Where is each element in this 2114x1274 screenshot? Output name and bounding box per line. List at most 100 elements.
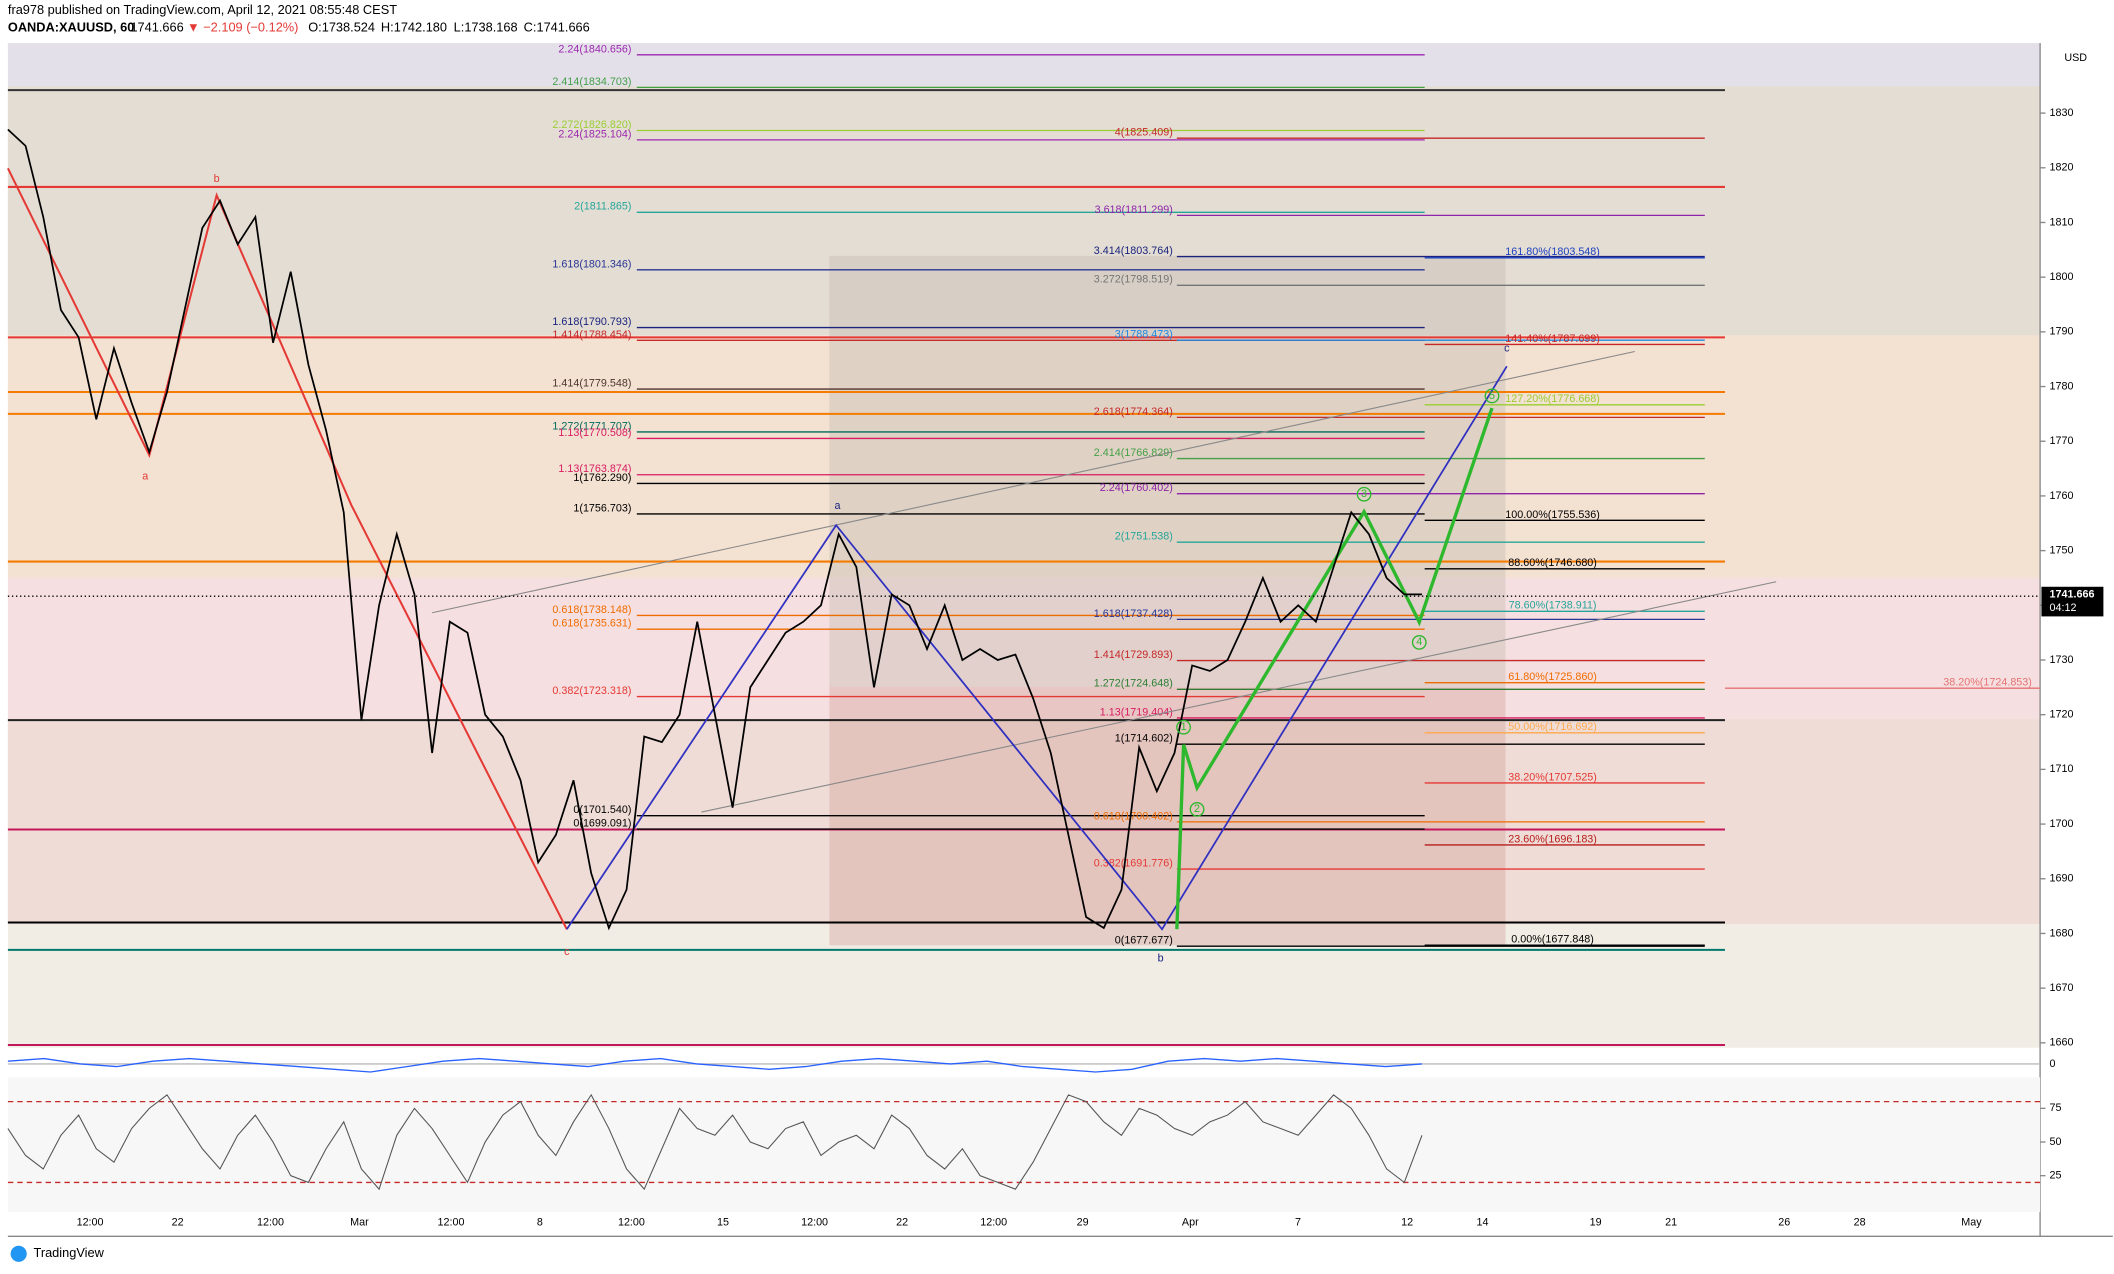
wave-label: a [142,471,148,483]
x-tick-label: 7 [1295,1217,1301,1229]
y-tick-label: 1720 [2050,709,2074,721]
fib-label: 3.618(1811.299) [1095,204,1173,216]
fib-label: 88.60%(1746.680) [1508,557,1597,569]
publisher: fra978 published on TradingView.com, Apr… [8,2,397,17]
rsi-tick-label: 25 [2050,1170,2062,1182]
footer: TradingView [33,1245,104,1260]
macd-line [7,1057,1423,1073]
x-tick-label: 12:00 [980,1217,1007,1229]
fib-label: 3.272(1798.519) [1094,274,1173,286]
fib-label: 2(1811.865) [574,201,631,213]
wave-label: 1 [1181,721,1187,733]
x-tick-label: Apr [1182,1217,1199,1229]
fib-label: 127.20%(1776.668) [1505,393,1600,405]
band [7,577,2041,720]
y-tick-label: 1810 [2050,216,2074,228]
currency: USD [2064,52,2087,64]
fib-label: 1.414(1788.454) [552,329,631,341]
fib-label: 161.80%(1803.548) [1505,246,1600,258]
x-tick-label: 15 [717,1217,729,1229]
rsi-pane [7,1077,2041,1213]
y-tick-label: 1690 [2050,873,2074,885]
y-tick-label: 1670 [2050,982,2074,994]
fib-label: 4(1825.409) [1115,127,1173,139]
fib-label: 1.13(1770.508) [558,427,631,439]
fib-label: 2.24(1760.402) [1100,482,1173,494]
fib-label: 2(1751.538) [1115,531,1173,543]
wave-label: 2 [1194,803,1200,815]
x-tick-label: 8 [537,1217,543,1229]
fib-label: 1.414(1729.893) [1094,649,1173,661]
wave-line [566,365,1508,931]
fib-label: 38.20%(1724.853) [1943,677,2032,689]
fib-label: 23.60%(1696.183) [1508,833,1597,845]
range-box [829,255,1506,687]
x-tick-label: 12:00 [77,1217,104,1229]
x-tick-label: 28 [1854,1217,1866,1229]
y-tick-label: 1820 [2050,162,2074,174]
open: O:1738.524 [308,20,375,35]
x-tick-label: 29 [1077,1217,1089,1229]
fib-label: 0.00%(1677.848) [1511,934,1594,946]
wave-label: c [1504,343,1510,355]
fib-label: 3.414(1803.764) [1094,245,1173,257]
y-tick-label: 1830 [2050,107,2074,119]
low: L:1738.168 [454,20,518,35]
fib-label: 38.20%(1707.525) [1508,771,1597,783]
fib-label: 1(1756.703) [573,502,631,514]
fib-label: 1(1714.602) [1115,733,1173,745]
x-tick-label: 26 [1778,1217,1790,1229]
y-tick-label: 1700 [2050,818,2074,830]
fib-label: 141.40%(1787.699) [1505,333,1600,345]
symbol: OANDA:XAUUSD, 60 [8,20,134,35]
x-tick-label: 14 [1477,1217,1489,1229]
fib-label: 0.618(1700.402) [1094,810,1173,822]
fib-label: 1(1762.290) [573,472,631,484]
annotations: 2.24(1840.656) 2.414(1834.703) 2.272(1826.… [7,43,2041,1047]
fib-label: 1.618(1790.793) [552,316,631,328]
fib-label: 2.24(1840.656) [558,43,631,55]
wave-circle [1189,801,1205,817]
x-tick-label: May [1961,1217,1982,1229]
channel-line [701,581,1777,813]
countdown: 04:12 [2050,602,2077,614]
fib-label: 1.618(1801.346) [552,258,631,270]
last: 1741.666 [130,20,183,35]
fib-label: 50.00%(1716.692) [1508,721,1597,733]
wave-label: c [564,946,570,958]
x-tick-label: 12:00 [437,1217,464,1229]
band [7,86,2041,336]
fib-label: 1.13(1719.404) [1100,706,1173,718]
wave-circle [1176,719,1191,735]
price-tag-label: 1741.666 [2050,589,2095,601]
y-tick-label: 1730 [2050,654,2074,666]
y-tick-label: 1800 [2050,271,2074,283]
wave-label: 3 [1361,488,1367,500]
fib-label: 61.80%(1725.860) [1508,671,1597,683]
change: ▼ −2.109 (−0.12%) [187,20,298,35]
fib-label: 1.272(1771.707) [552,420,631,432]
price-line [7,128,1422,931]
fib-label: 2.414(1834.703) [552,76,631,88]
high: H:1742.180 [381,20,447,35]
fib-label: 1.13(1763.874) [558,463,631,475]
fib-label: 0.382(1691.776) [1094,858,1173,870]
fib-label: 1.618(1737.428) [1094,608,1173,620]
fib-label: 2.618(1774.364) [1094,406,1173,418]
rsi-line [7,1093,1423,1191]
x-tick-label: Mar [350,1217,369,1229]
fib-label: 0.618(1738.148) [552,604,631,616]
x-tick-label: 22 [172,1217,184,1229]
y-tick-label: 1770 [2050,435,2074,447]
y-tick-label: 1750 [2050,544,2074,556]
x-tick-label: 21 [1665,1217,1677,1229]
band [7,43,2041,87]
wave-label: 5 [1489,390,1495,402]
y-tick-label: 1790 [2050,326,2074,338]
fib-label: 0(1677.677) [1115,935,1173,947]
fib-label: 3(1788.473) [1115,329,1173,341]
fib-label: 0(1699.091) [573,817,631,829]
rsi-tick-label: 75 [2050,1102,2062,1114]
